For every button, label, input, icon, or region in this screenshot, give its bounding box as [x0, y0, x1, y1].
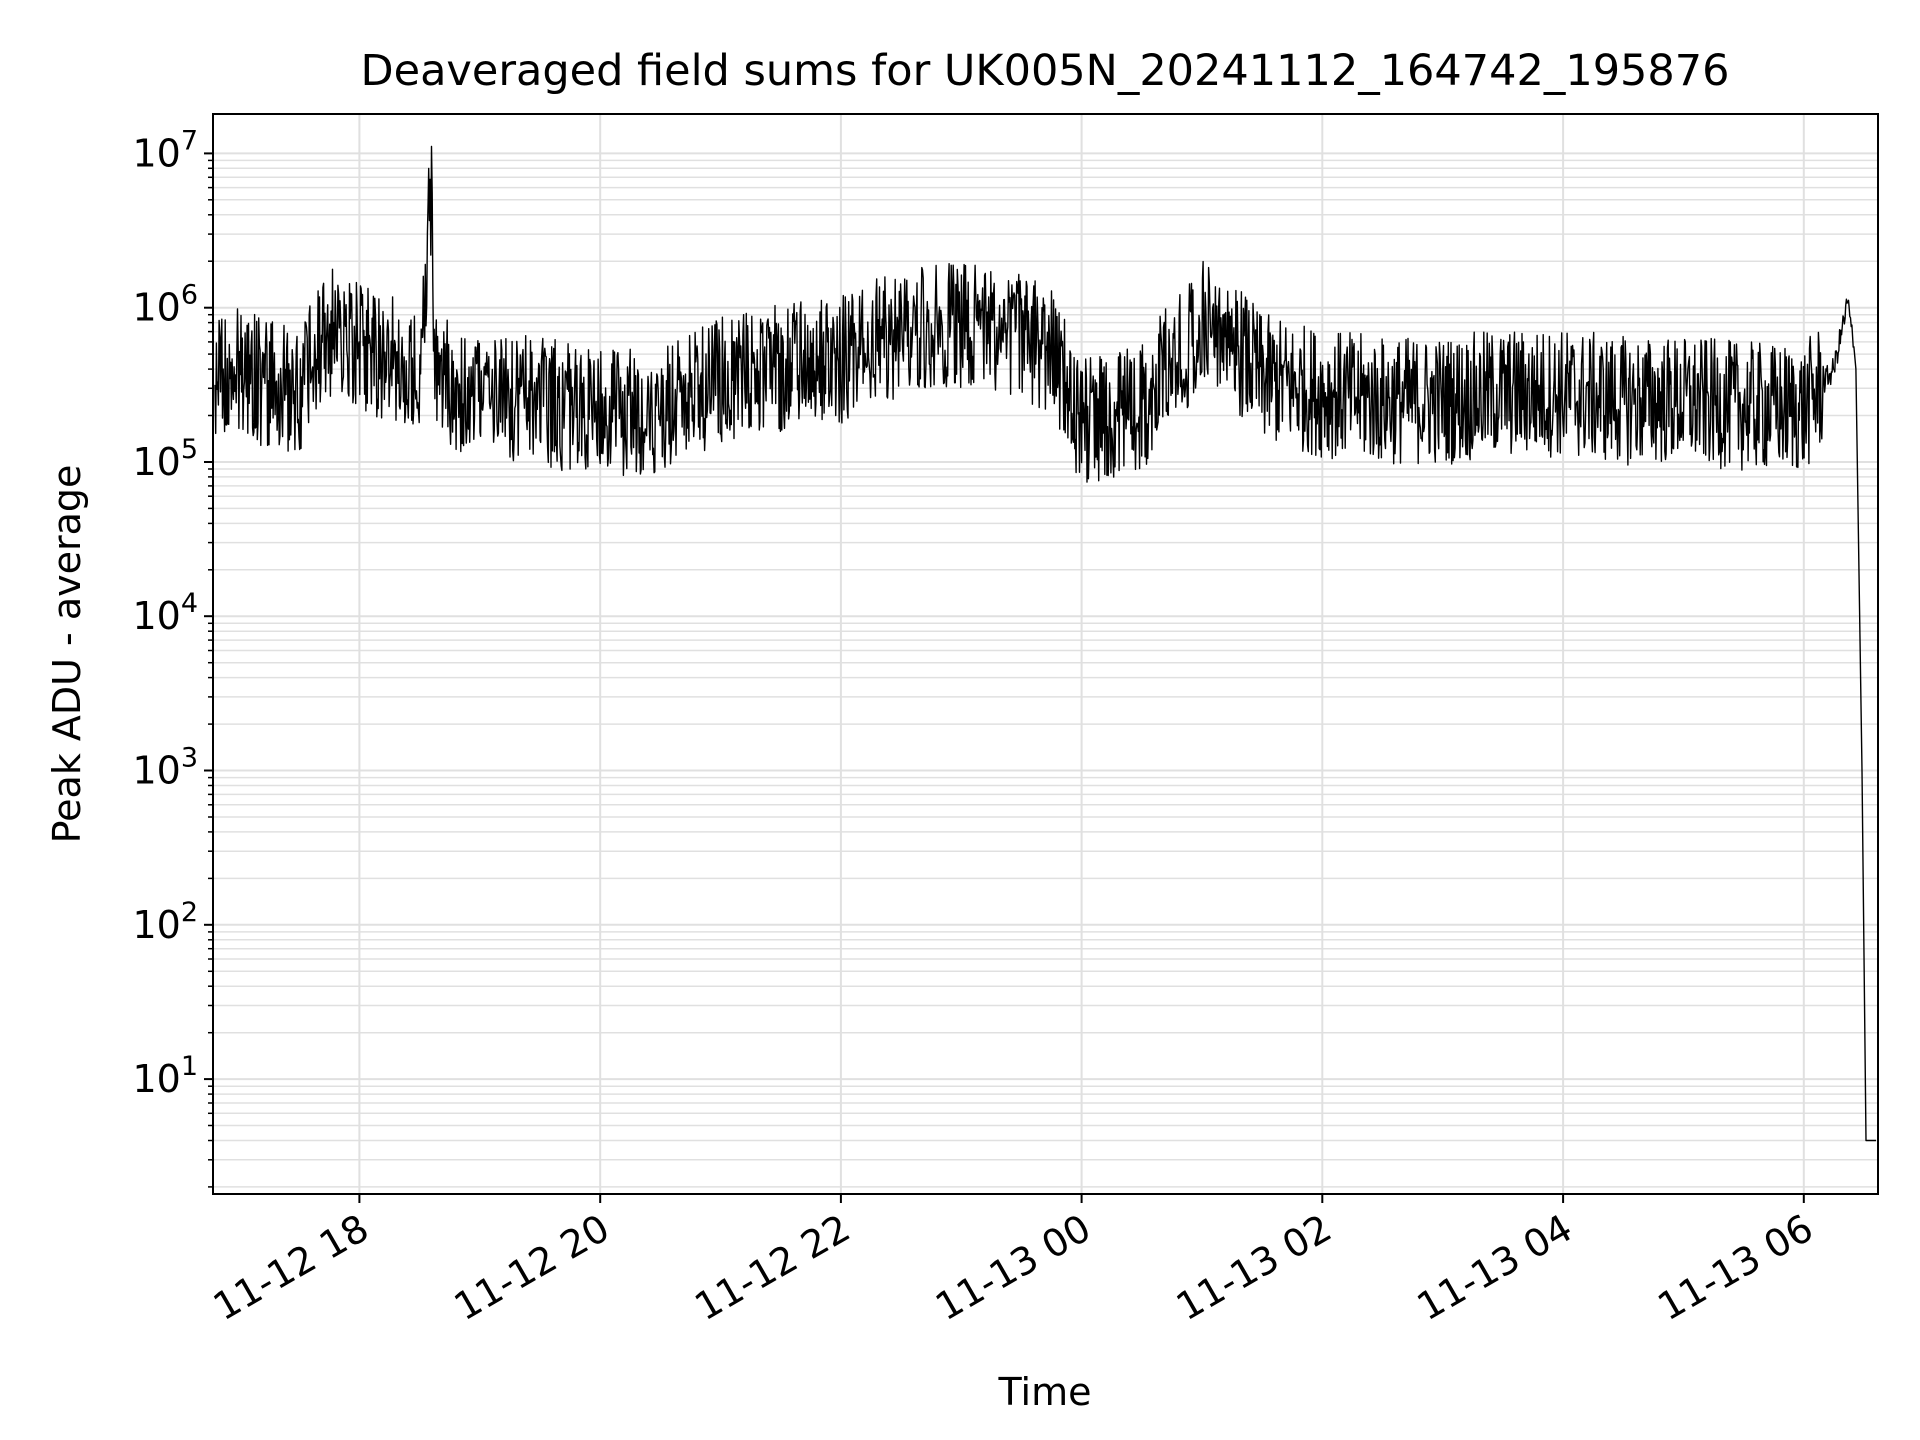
data-point [1861, 770, 1863, 772]
data-point [358, 347, 360, 349]
data-point [1847, 300, 1849, 302]
data-point [659, 408, 661, 410]
data-point [1743, 405, 1745, 407]
series-line [214, 145, 1876, 1142]
data-point [449, 387, 451, 389]
data-point [1051, 353, 1053, 355]
data-point [298, 387, 300, 389]
data-point [1833, 368, 1835, 370]
data-point [328, 331, 330, 333]
y-tick-label: 103 [132, 743, 198, 793]
data-point [1141, 405, 1143, 407]
data-point [479, 397, 481, 399]
data-point [1321, 392, 1323, 394]
data-point [1865, 1140, 1867, 1142]
data-point [900, 331, 902, 333]
y-tick-label: 104 [132, 588, 198, 638]
data-point [268, 383, 270, 385]
data-point [1020, 331, 1022, 333]
y-tick-label: 106 [132, 280, 198, 330]
data-point [1875, 1140, 1877, 1142]
data-point [1502, 392, 1504, 394]
y-tick-label: 101 [132, 1051, 198, 1101]
y-tick-label: 102 [132, 897, 198, 947]
data-point [214, 377, 216, 379]
data-point [433, 360, 435, 362]
data-point [1081, 422, 1083, 424]
data-point [431, 187, 433, 189]
data-point [1562, 392, 1564, 394]
data-point [539, 400, 541, 402]
data-point [1869, 1140, 1871, 1142]
data-point [1682, 400, 1684, 402]
data-point [1261, 377, 1263, 379]
data-point [238, 372, 240, 374]
data-point [599, 415, 601, 417]
plot-area [213, 114, 1878, 1194]
y-tick-label: 107 [132, 125, 198, 175]
data-point [1622, 400, 1624, 402]
data-point [840, 360, 842, 362]
data-point [960, 322, 962, 324]
data-point [1201, 322, 1203, 324]
data-point [1382, 400, 1384, 402]
data-point [1231, 341, 1233, 343]
data-point [1855, 368, 1857, 370]
data-point [1803, 408, 1805, 410]
chart-title: Deaveraged field sums for UK005N_2024111… [361, 46, 1730, 96]
x-axis-label: Time [998, 1370, 1092, 1414]
data-point [720, 377, 722, 379]
plot-frame [212, 113, 1879, 1195]
data-point [419, 368, 421, 370]
y-axis-label: Peak ADU - average [45, 465, 89, 844]
series-layer [214, 145, 1877, 1142]
data-point [1442, 400, 1444, 402]
data-point [780, 368, 782, 370]
y-tick-label: 105 [132, 434, 198, 484]
